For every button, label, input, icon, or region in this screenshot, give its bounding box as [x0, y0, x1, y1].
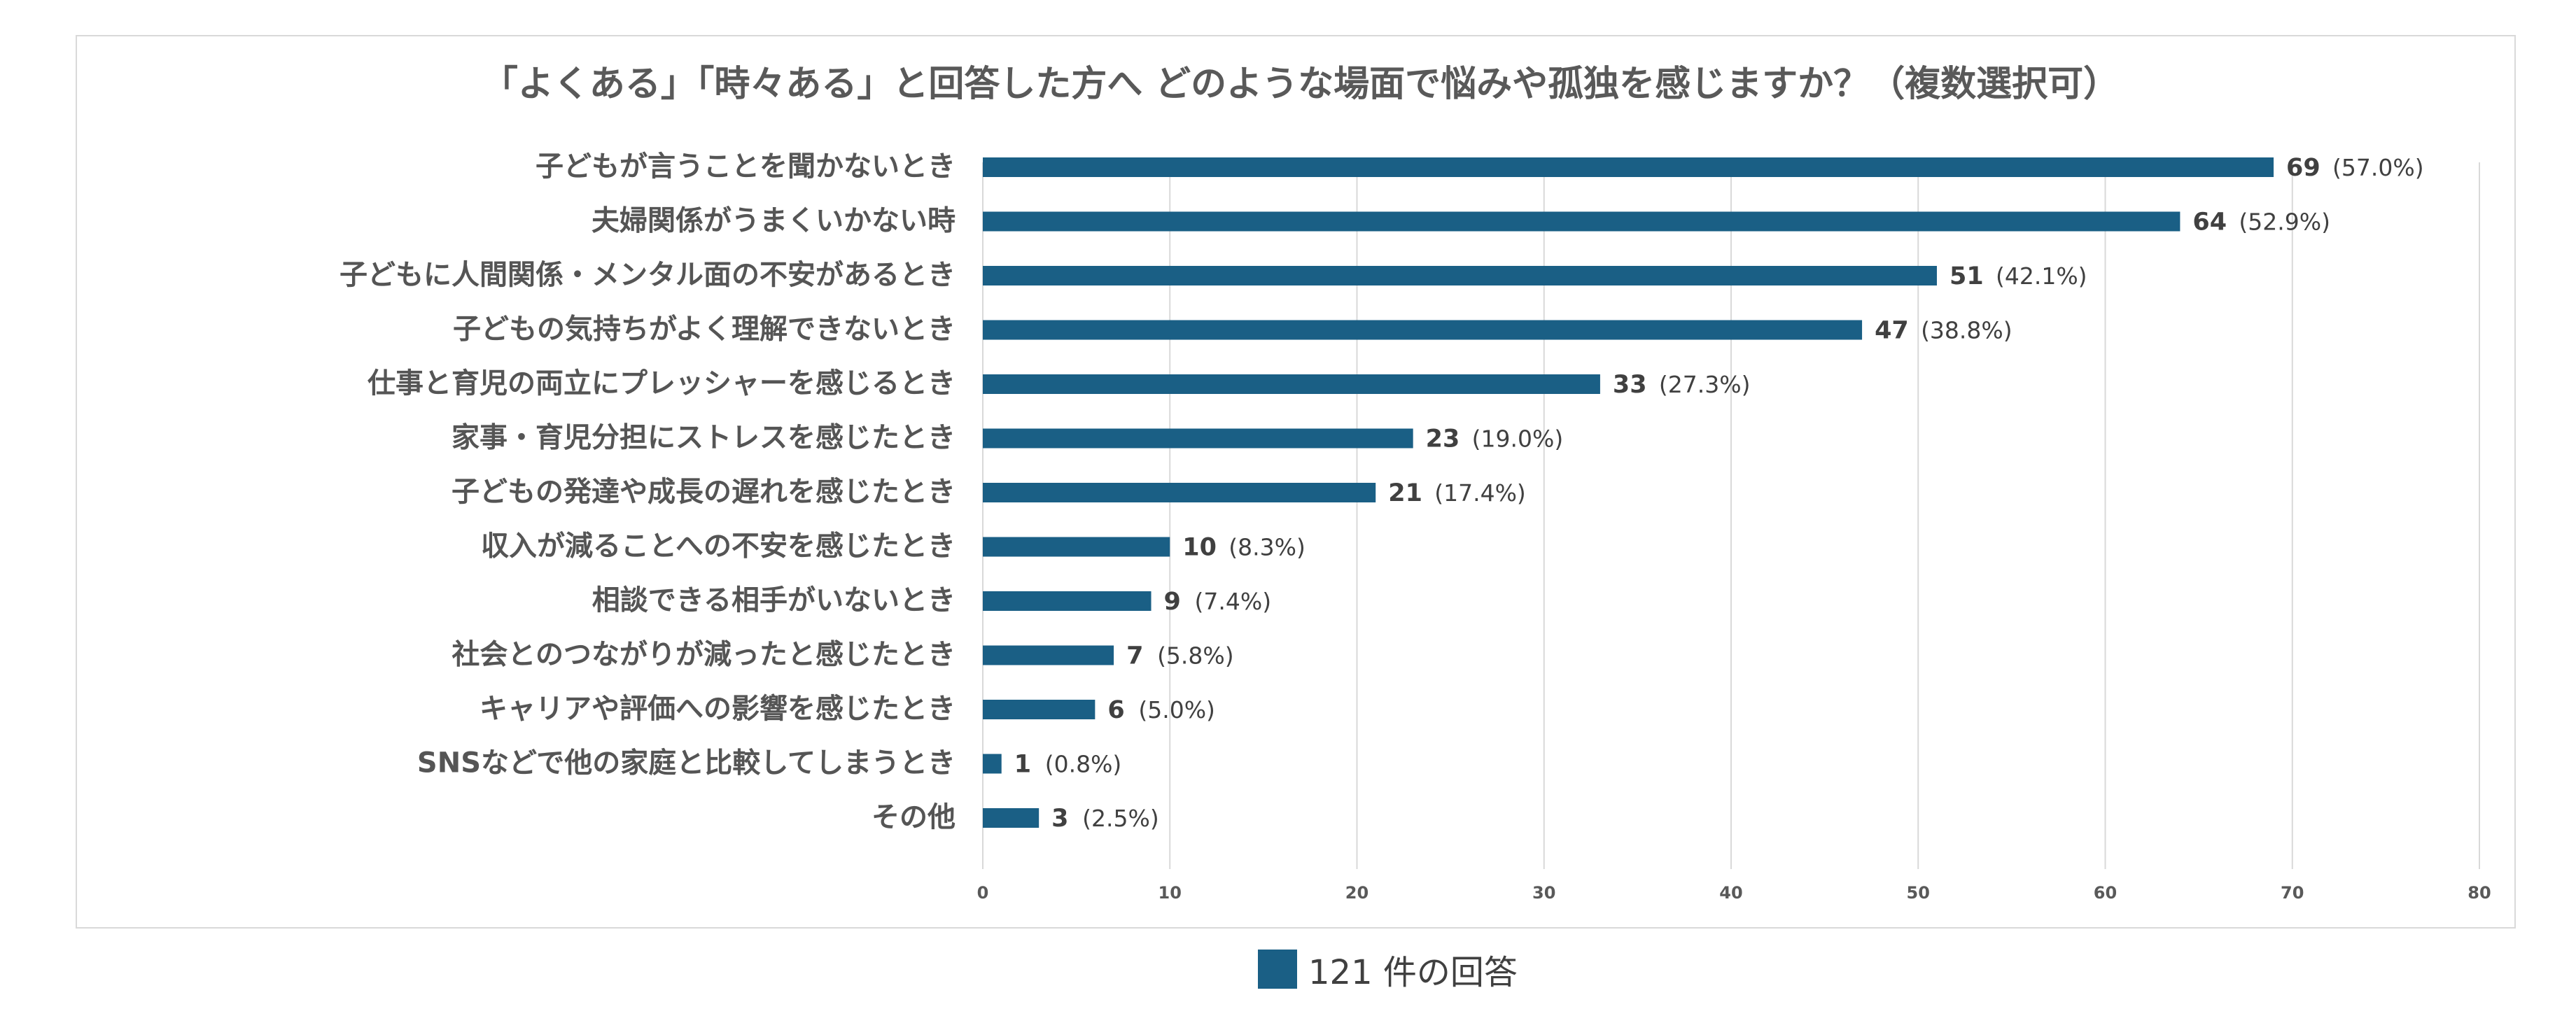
percent-label: (0.8%): [1045, 751, 1122, 778]
legend-swatch: [1258, 950, 1297, 989]
category-label: 子どもが言うことを聞かないとき: [536, 150, 955, 183]
category-label: 家事・育児分担にストレスを感じたとき: [451, 422, 955, 454]
percent-label: (5.8%): [1157, 642, 1234, 670]
percent-label: (27.3%): [1659, 371, 1751, 398]
x-tick-label: 20: [1345, 883, 1368, 903]
x-tick-label: 50: [1907, 883, 1930, 903]
value-label: 33: [1613, 371, 1647, 399]
percent-label: (42.1%): [1996, 262, 2087, 290]
bar: [983, 374, 1600, 394]
percent-label: (17.4%): [1434, 479, 1526, 507]
percent-label: (57.0%): [2332, 154, 2424, 181]
x-tick-label: 30: [1532, 883, 1555, 903]
category-label: 収入が減ることへの不安を感じたとき: [481, 530, 955, 563]
bar: [983, 700, 1096, 719]
value-label: 6: [1107, 696, 1124, 724]
value-label: 23: [1426, 425, 1460, 453]
legend-label: 121 件の回答: [1308, 953, 1518, 992]
x-tick-label: 70: [2281, 883, 2304, 903]
percent-label: (52.9%): [2239, 209, 2330, 236]
value-label: 1: [1014, 751, 1031, 779]
percent-label: (8.3%): [1228, 534, 1306, 561]
value-label: 9: [1164, 588, 1181, 616]
value-label: 69: [2286, 154, 2320, 182]
x-tick-label: 80: [2468, 883, 2491, 903]
percent-label: (2.5%): [1082, 805, 1159, 832]
category-labels: 子どもが言うことを聞かないとき夫婦関係がうまくいかない時子どもに人間関係・メンタ…: [340, 150, 955, 833]
bar: [983, 808, 1040, 828]
value-label: 47: [1875, 317, 1909, 345]
value-label: 64: [2192, 209, 2227, 237]
bar: [983, 591, 1152, 611]
percent-label: (5.0%): [1138, 696, 1215, 724]
x-tick-label: 40: [1719, 883, 1742, 903]
category-label: 仕事と育児の両立にプレッシャーを感じるとき: [368, 367, 955, 400]
category-label: SNSなどで他の家庭と比較してしまうとき: [417, 747, 955, 779]
bar: [983, 428, 1413, 449]
bar: [983, 211, 2180, 232]
bar: [983, 320, 1863, 340]
x-tick-label: 0: [977, 883, 989, 903]
x-tick-label: 10: [1158, 883, 1182, 903]
percent-label: (7.4%): [1195, 588, 1272, 615]
category-label: キャリアや評価への影響を感じたとき: [479, 693, 955, 725]
category-label: 子どもの発達や成長の遅れを感じたとき: [451, 476, 955, 508]
value-label: 51: [1949, 262, 1984, 290]
bar: [983, 483, 1376, 502]
category-label: 社会とのつながりが減ったと感じたとき: [451, 639, 955, 671]
percent-label: (19.0%): [1472, 425, 1564, 453]
value-label: 21: [1388, 479, 1422, 507]
category-label: 子どもの気持ちがよく理解できないとき: [453, 313, 955, 346]
category-label: その他: [872, 801, 955, 833]
category-label: 子どもに人間関係・メンタル面の不安があるとき: [340, 259, 955, 291]
bar-chart: 「よくある」「時々ある」と回答した方へ どのような場面で悩みや孤独を感じますか？…: [340, 64, 2491, 903]
category-label: 夫婦関係がうまくいかない時: [592, 205, 955, 237]
bars: 69 (57.0%)64 (52.9%)51 (42.1%)47 (38.8%)33 (2…: [983, 154, 2424, 833]
legend: 121 件の回答: [1258, 948, 1518, 992]
chart-frame: 「よくある」「時々ある」と回答した方へ どのような場面で悩みや孤独を感じますか？…: [76, 35, 2516, 929]
x-axis-ticks: 0 10 20 30 40 50 60 70 80: [977, 883, 2491, 903]
percent-label: (38.8%): [1921, 317, 2012, 344]
bar: [983, 645, 1114, 665]
bar: [983, 157, 2274, 177]
value-label: 3: [1051, 805, 1068, 833]
value-label: 10: [1182, 534, 1217, 562]
chart-title: 「よくある」「時々ある」と回答した方へ どのような場面で悩みや孤独を感じますか？…: [482, 64, 2119, 105]
bar: [983, 754, 1002, 774]
category-label: 相談できる相手がいないとき: [592, 584, 955, 616]
bar: [983, 537, 1170, 557]
value-label: 7: [1126, 642, 1143, 670]
x-tick-label: 60: [2094, 883, 2117, 903]
bar: [983, 266, 1937, 285]
